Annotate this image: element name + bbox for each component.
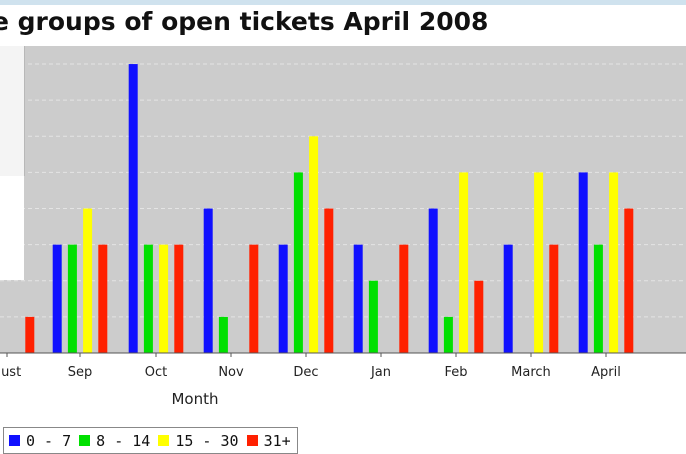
x-tick-label: gust (0, 365, 21, 380)
legend-swatch (158, 435, 169, 446)
bar-15-30-April (609, 172, 618, 353)
bar-8-14-Oct (144, 245, 153, 353)
bar-8-14-Jan (369, 281, 378, 353)
x-tick-label: Jan (370, 365, 391, 380)
legend-swatch (247, 435, 258, 446)
x-tick-label: April (591, 365, 621, 380)
bar-31--Feb (474, 281, 483, 353)
bar-15-30-March (534, 172, 543, 353)
bar-31--gust (25, 317, 34, 353)
bar-31--Oct (174, 245, 183, 353)
legend-label: 15 - 30 (175, 432, 238, 450)
bar-8-14-Dec (294, 172, 303, 353)
bar-15-30-Dec (309, 136, 318, 353)
legend-swatch (9, 435, 20, 446)
bar-31--Nov (249, 245, 258, 353)
bar-0-7-Jan (354, 245, 363, 353)
overlapping-window-edge-lower (0, 176, 24, 280)
bar-31--March (549, 245, 558, 353)
bar-31--Jan (399, 245, 408, 353)
x-tick-label: Nov (218, 365, 244, 380)
bar-8-14-Feb (444, 317, 453, 353)
bar-15-30-Oct (159, 245, 168, 353)
legend-item: 15 - 30 (158, 432, 238, 450)
bar-0-7-Oct (129, 64, 138, 353)
x-tick-label: March (511, 365, 551, 380)
legend-label: 8 - 14 (96, 432, 150, 450)
bar-15-30-Sep (83, 209, 92, 353)
legend-item: 0 - 7 (9, 432, 71, 450)
x-tick-label: Dec (293, 365, 318, 380)
legend-label: 0 - 7 (26, 432, 71, 450)
bar-31--Dec (324, 209, 333, 353)
bar-8-14-Nov (219, 317, 228, 353)
legend-item: 8 - 14 (79, 432, 150, 450)
bar-0-7-Nov (204, 209, 213, 353)
x-tick-label: Sep (68, 365, 93, 380)
bar-8-14-Sep (68, 245, 77, 353)
bar-15-30-Feb (459, 172, 468, 353)
legend: 0 - 7 8 - 14 15 - 30 31+ (3, 427, 298, 454)
bar-0-7-Sep (53, 245, 62, 353)
bar-0-7-April (579, 172, 588, 353)
x-tick-label: Feb (444, 365, 467, 380)
legend-swatch (79, 435, 90, 446)
x-tick-label: Oct (145, 365, 167, 380)
overlapping-window-edge (0, 46, 25, 176)
legend-label: 31+ (264, 432, 291, 450)
bar-0-7-Feb (429, 209, 438, 353)
bar-31--April (624, 209, 633, 353)
bar-0-7-Dec (279, 245, 288, 353)
legend-item: 31+ (247, 432, 291, 450)
bar-31--Sep (98, 245, 107, 353)
bar-0-7-March (504, 245, 513, 353)
bar-8-14-April (594, 245, 603, 353)
x-axis-label: Month (0, 390, 390, 408)
